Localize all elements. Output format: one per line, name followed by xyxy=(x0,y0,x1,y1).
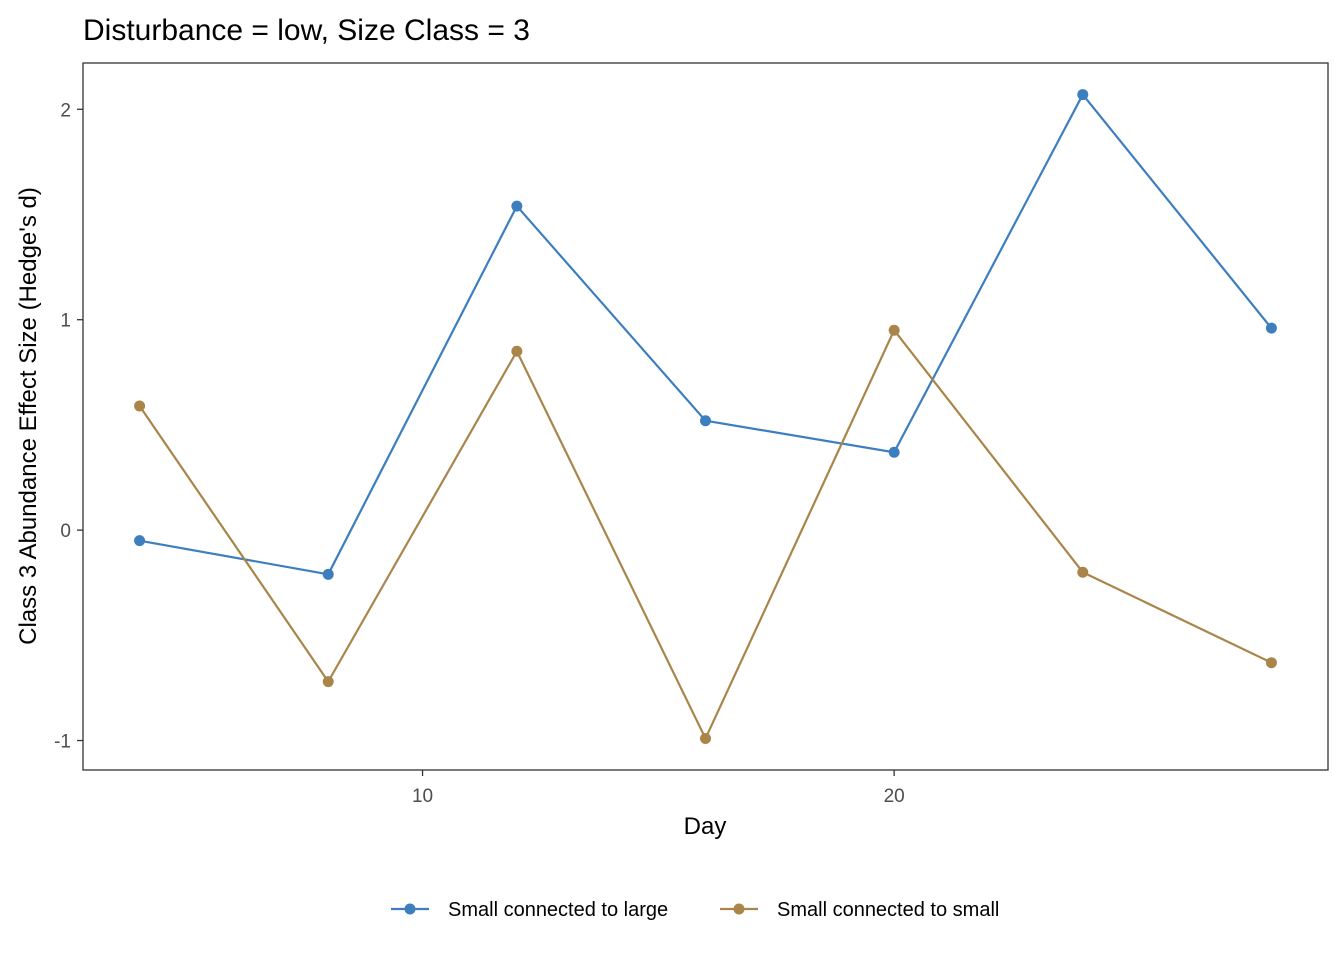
x-tick-label: 20 xyxy=(884,786,905,807)
y-axis: -1 0 1 2 xyxy=(54,100,83,753)
data-point-2 xyxy=(1265,657,1277,669)
legend-label: Small connected to large xyxy=(448,899,668,921)
y-tick-label: 0 xyxy=(60,521,71,542)
legend-label: Small connected to small xyxy=(777,899,999,921)
legend-marker xyxy=(733,903,745,915)
data-point-1 xyxy=(1265,322,1277,334)
y-tick-label: -1 xyxy=(54,732,71,753)
series-layer xyxy=(134,89,1277,744)
data-point-1 xyxy=(1077,89,1089,101)
y-axis-title: Class 3 Abundance Effect Size (Hedge's d… xyxy=(15,187,42,645)
x-axis: 10 20 xyxy=(412,770,905,807)
x-axis-title: Day xyxy=(684,813,727,840)
data-point-2 xyxy=(511,345,523,357)
data-point-1 xyxy=(322,568,334,580)
data-point-1 xyxy=(700,415,711,427)
x-tick-label: 10 xyxy=(412,786,433,807)
y-tick-label: 2 xyxy=(60,100,71,121)
legend: Small connected to large Small connected … xyxy=(391,899,999,921)
y-tick-label: 1 xyxy=(60,311,71,332)
legend-marker xyxy=(404,903,416,915)
chart-title: Disturbance = low, Size Class = 3 xyxy=(83,14,530,47)
data-point-1 xyxy=(888,446,900,458)
data-point-1 xyxy=(511,200,523,212)
data-point-1 xyxy=(134,535,146,547)
data-point-2 xyxy=(700,732,711,744)
data-point-2 xyxy=(888,324,900,336)
data-point-2 xyxy=(322,676,334,688)
data-point-2 xyxy=(1077,566,1089,578)
data-point-2 xyxy=(134,400,146,412)
